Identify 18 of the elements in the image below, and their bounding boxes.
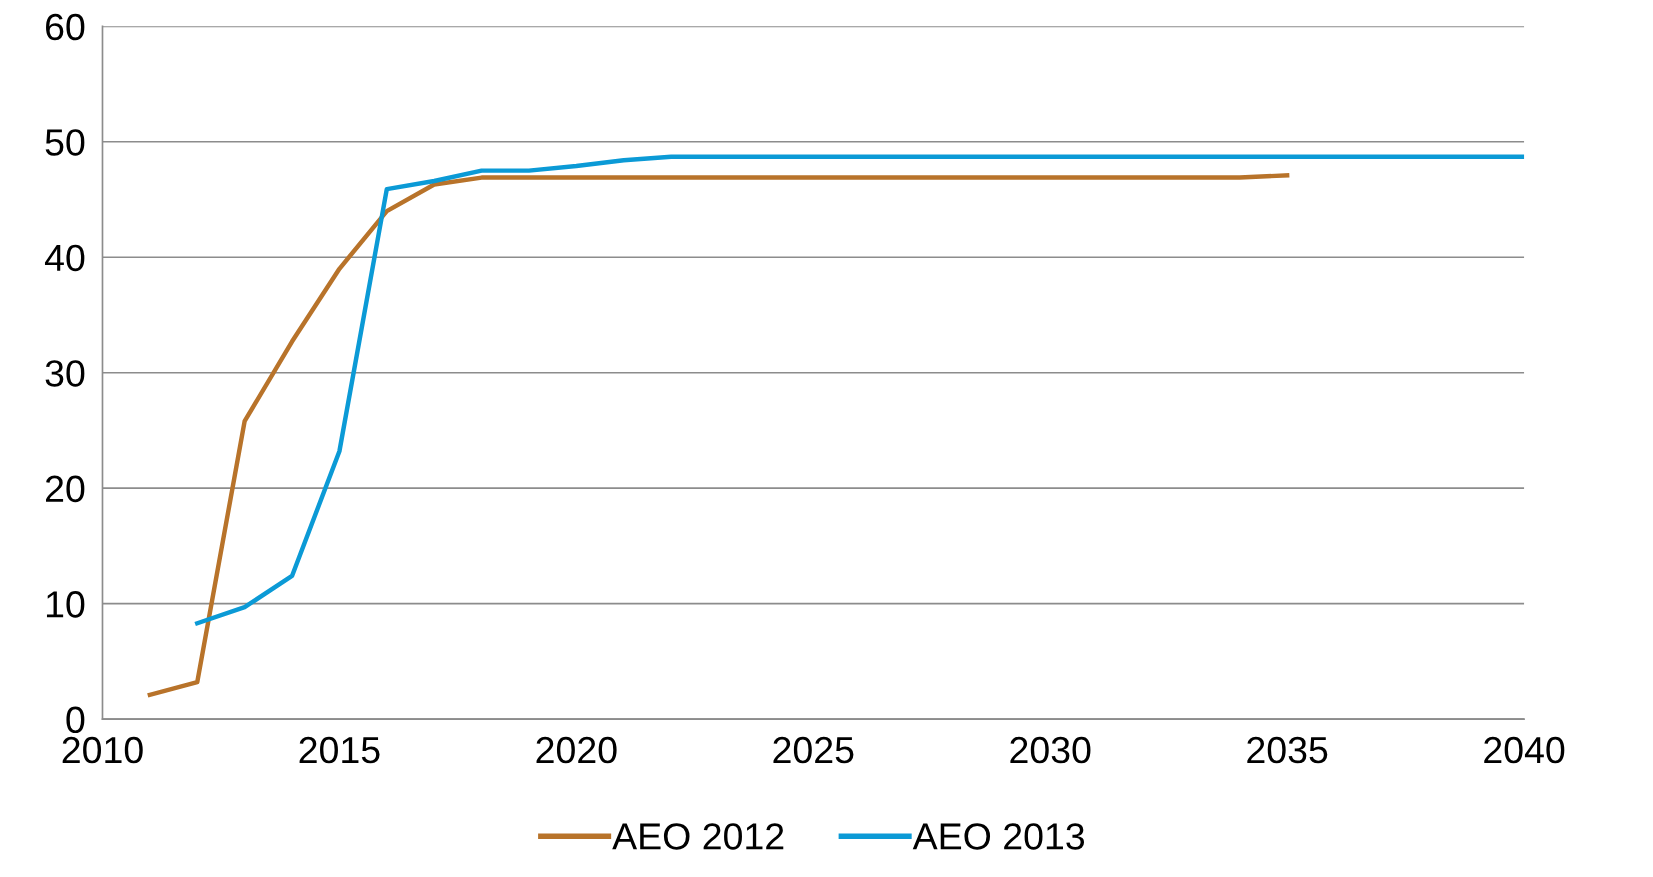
y-tick-label: 30	[45, 360, 85, 387]
x-tick-label: 2020	[536, 736, 617, 764]
y-tick-label: 60	[46, 13, 85, 41]
y-tick-label: 40	[44, 244, 85, 272]
x-tick-label: 2030	[1010, 736, 1091, 764]
y-tick-label: 50	[45, 129, 85, 156]
y-tick-label: 0	[66, 706, 85, 734]
line-series	[147, 173, 1290, 698]
x-tick-label: 2015	[299, 736, 380, 764]
x-tick-label: 2025	[773, 736, 854, 764]
x-tick-label: 2035	[1247, 736, 1328, 764]
y-tick-label: 10	[46, 591, 85, 618]
y-tick-label: 20	[46, 475, 85, 503]
legend-label: AEO 2013	[912, 823, 1085, 850]
x-tick-label: 2040	[1484, 736, 1565, 764]
legend-label: AEO 2012	[612, 823, 784, 850]
x-tick-label: 2010	[62, 736, 143, 764]
line-series	[195, 154, 1525, 626]
